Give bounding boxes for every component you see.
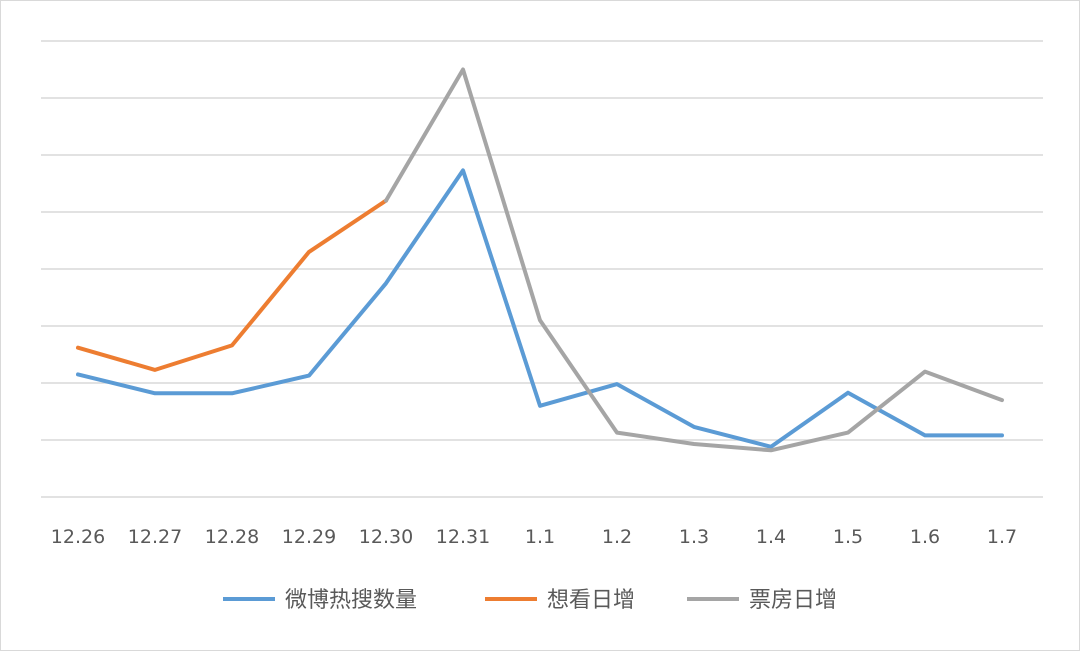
series-line-1: [76, 198, 388, 372]
x-tick-label: 1.6: [910, 526, 940, 548]
x-tick-label: 12.26: [51, 526, 105, 548]
series-line-2: [384, 67, 1004, 453]
x-tick-label: 12.31: [436, 526, 490, 548]
x-tick-label: 1.7: [987, 526, 1017, 548]
x-tick-label: 1.2: [602, 526, 632, 548]
series-lines: [76, 67, 1004, 453]
x-tick-label: 12.27: [128, 526, 182, 548]
x-tick-label: 1.3: [679, 526, 709, 548]
legend-label-1: 想看日增: [547, 588, 635, 613]
x-tick-label: 1.1: [525, 526, 555, 548]
series-line-0: [76, 168, 1004, 449]
legend-label-0: 微博热搜数量: [285, 588, 417, 613]
x-tick-label: 12.29: [282, 526, 336, 548]
legend-label-2: 票房日增: [749, 588, 837, 613]
x-tick-label: 12.28: [205, 526, 259, 548]
gridlines: [41, 40, 1043, 498]
legend: 微博热搜数量 想看日增 票房日增: [223, 588, 837, 613]
x-tick-label: 12.30: [359, 526, 413, 548]
x-tick-label: 1.5: [833, 526, 863, 548]
x-axis-tick-labels: 12.26 12.27 12.28 12.29 12.30 12.31 1.1 1.2 1.3 1…: [51, 526, 1017, 548]
x-tick-label: 1.4: [756, 526, 786, 548]
